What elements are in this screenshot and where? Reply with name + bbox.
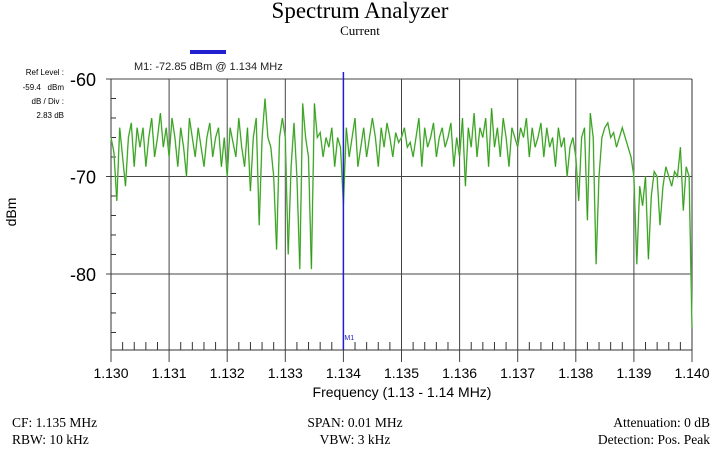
x-tick-label: 1.137 xyxy=(500,365,535,381)
x-tick-label: 1.136 xyxy=(442,365,477,381)
center-frequency: CF: 1.135 MHz xyxy=(12,415,98,430)
rbw: RBW: 10 kHz xyxy=(12,432,89,447)
y-tick-label: -80 xyxy=(70,265,96,285)
marker-readout: M1: -72.85 dBm @ 1.134 MHz xyxy=(134,61,283,73)
ref-level-label: Ref Level : xyxy=(25,68,64,77)
x-axis-label: Frequency (1.13 - 1.14 MHz) xyxy=(313,384,492,400)
chart-subtitle: Current xyxy=(340,23,380,38)
trace-line xyxy=(110,98,693,328)
x-tick-label: 1.131 xyxy=(152,365,187,381)
span: SPAN: 0.01 MHz xyxy=(307,415,403,430)
vbw: VBW: 3 kHz xyxy=(319,432,391,447)
x-tick-label: 1.138 xyxy=(558,365,593,381)
x-tick-label: 1.139 xyxy=(616,365,651,381)
db-per-div-label: dB / Div : xyxy=(31,97,64,106)
chart-title: Spectrum Analyzer xyxy=(271,0,449,23)
x-tick-label: 1.140 xyxy=(674,365,709,381)
x-tick-label: 1.130 xyxy=(93,365,128,381)
detection: Detection: Pos. Peak xyxy=(597,432,710,447)
marker-indicator-bar xyxy=(190,50,226,54)
db-per-div-value: 2.83 dB xyxy=(36,111,64,120)
x-tick-label: 1.134 xyxy=(326,365,361,381)
attenuation: Attenuation: 0 dB xyxy=(613,415,710,430)
marker-name: M1 xyxy=(344,335,354,342)
x-tick-label: 1.133 xyxy=(268,365,303,381)
y-tick-label: -60 xyxy=(70,70,96,90)
y-axis-label: dBm xyxy=(3,198,19,227)
y-tick-label: -70 xyxy=(70,167,96,187)
x-tick-label: 1.135 xyxy=(384,365,419,381)
ref-level-value: -59.4 dBm xyxy=(22,83,64,92)
x-tick-label: 1.132 xyxy=(210,365,245,381)
